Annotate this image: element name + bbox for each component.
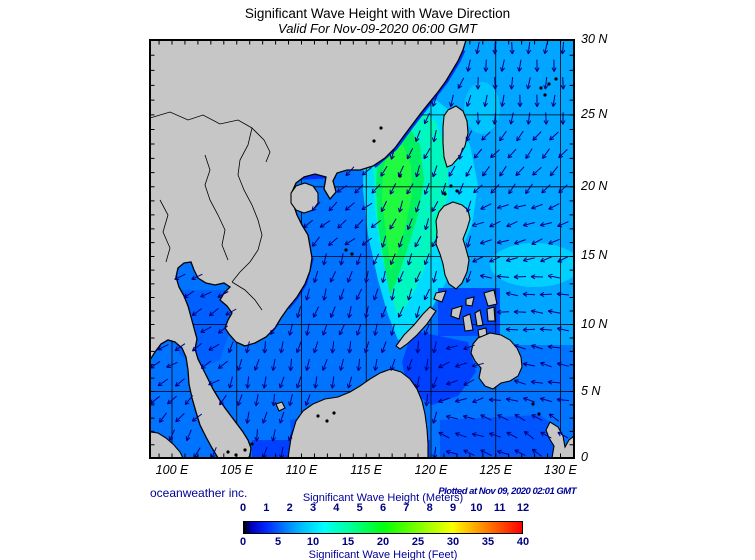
meters-tick-8: 8 [426, 502, 433, 514]
feet-tick-25: 25 [411, 536, 425, 548]
country-border-2 [204, 154, 229, 261]
feet-tick-0: 0 [239, 536, 247, 548]
land-luzon [435, 201, 471, 290]
map-frame [149, 39, 575, 459]
meters-tick-0: 0 [239, 502, 247, 514]
feet-tick-20: 20 [376, 536, 390, 548]
feet-tick-35: 35 [481, 536, 495, 548]
sea-region-philsea_cyan [490, 243, 574, 287]
country-border-0 [150, 111, 271, 163]
land-visayas-1 [462, 313, 474, 332]
colorbar-feet-label: Significant Wave Height (Feet) [308, 549, 458, 560]
land-sulawesi [545, 421, 574, 458]
degree-ticks [150, 40, 574, 458]
land-visayas-0 [450, 305, 463, 320]
sea-region-visayas_sea [438, 288, 500, 336]
land-mindoro [433, 290, 447, 303]
meters-tick-12: 12 [516, 502, 530, 514]
land-visayas-4 [483, 289, 498, 307]
country-border-4 [231, 281, 263, 311]
chart-valid-time: Valid For Nov-09-2020 06:00 GMT [278, 21, 477, 36]
feet-tick-40: 40 [516, 536, 530, 548]
meters-tick-9: 9 [449, 502, 457, 514]
country-border-3 [159, 199, 171, 263]
feet-tick-15: 15 [341, 536, 355, 548]
meters-tick-6: 6 [379, 502, 387, 514]
sea-region-p5 [382, 145, 412, 270]
land-mainland-asia [150, 40, 467, 458]
land-visayas-6 [465, 296, 475, 307]
colorbar-meters-label: Significant Wave Height (Meters) [302, 492, 464, 504]
land-sumatra [150, 431, 184, 458]
meters-tick-7: 7 [403, 502, 410, 514]
meters-tick-4: 4 [333, 502, 340, 514]
colorbar-meters-ticks: 0 1 2 3 4 5 6 7 8 9 10 11 12 [239, 502, 529, 514]
feet-tick-10: 10 [306, 536, 320, 548]
land-visayas-5 [486, 306, 496, 322]
meters-tick-2: 2 [286, 502, 293, 514]
land-visayas-2 [474, 309, 484, 327]
credit-text: oceanweather inc. [150, 486, 248, 500]
colorbar-gradient-bar [243, 521, 523, 534]
feet-tick-5: 5 [274, 536, 282, 548]
meters-tick-11: 11 [493, 502, 506, 514]
plotted-timestamp: Plotted at Nov 09, 2020 02:01 GMT [438, 486, 576, 497]
country-border-1 [231, 127, 263, 283]
wave-direction-arrows [150, 41, 570, 458]
meters-tick-5: 5 [356, 502, 363, 514]
meters-tick-10: 10 [470, 502, 483, 514]
land-mindanao [470, 332, 523, 390]
map-layers [150, 40, 574, 458]
land-palawan [395, 306, 437, 350]
meters-tick-1: 1 [263, 502, 270, 514]
feet-tick-30: 30 [446, 536, 460, 548]
land-natuna [275, 401, 286, 412]
meters-tick-3: 3 [309, 502, 317, 514]
colorbar-feet-ticks: 0 5 10 15 20 25 30 35 40 [239, 536, 529, 548]
chart-title: Significant Wave Height with Wave Direct… [244, 6, 511, 21]
land-borneo [287, 368, 429, 458]
sea-region-sulu [402, 332, 476, 405]
sea-region-ecs_cyan [464, 82, 500, 134]
